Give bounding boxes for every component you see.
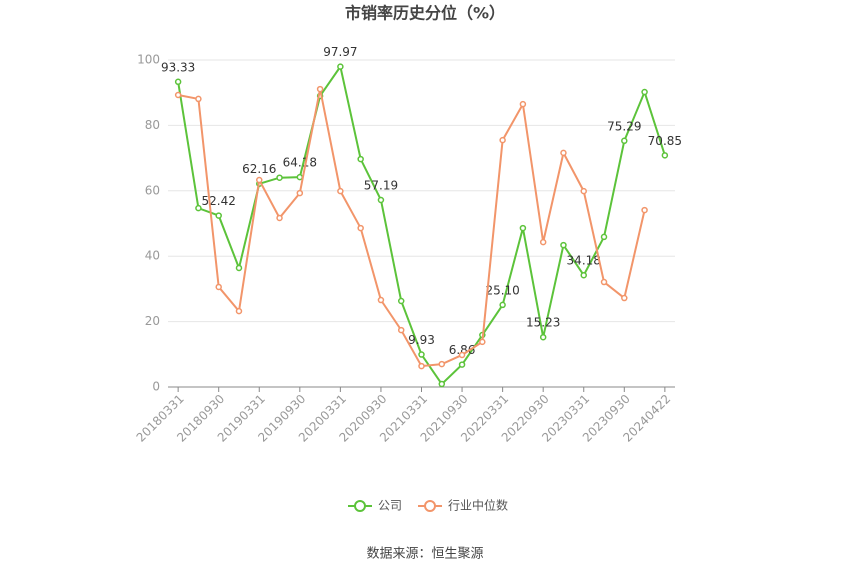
point (519, 100, 527, 108)
point (215, 283, 222, 291)
point (296, 173, 304, 181)
y-tick-label: 60 (145, 183, 160, 197)
point (174, 91, 182, 99)
point (600, 278, 608, 286)
point (195, 95, 202, 103)
data-label: 70.85 (648, 134, 682, 148)
legend-marker (354, 500, 366, 512)
chart-title: 市销率历史分位（%） (345, 4, 505, 23)
data-label: 62.16 (242, 162, 276, 176)
data-label: 25.10 (485, 283, 519, 297)
point (519, 224, 527, 232)
point (235, 264, 243, 272)
data-label: 97.97 (323, 45, 357, 59)
y-tick-label: 0 (152, 380, 160, 394)
point (397, 326, 405, 334)
point (337, 63, 344, 70)
legend-label: 公司 (378, 499, 402, 513)
point (397, 297, 405, 305)
point (235, 307, 243, 315)
data-label: 15.23 (526, 316, 560, 330)
data-label: 6.86 (449, 343, 476, 357)
data-label: 93.33 (161, 60, 195, 74)
point (600, 233, 608, 241)
point (539, 333, 547, 341)
legend-marker (424, 500, 437, 512)
y-tick-label: 40 (145, 249, 160, 263)
point (641, 206, 648, 214)
y-tick-label: 100 (137, 53, 160, 67)
point (357, 155, 364, 163)
point (560, 149, 567, 157)
point (621, 137, 628, 145)
point (560, 241, 567, 249)
point (641, 88, 648, 96)
point (499, 301, 506, 309)
point (580, 271, 587, 279)
point (337, 187, 344, 195)
data-label: 75.29 (607, 119, 641, 133)
point (539, 238, 547, 246)
legend-label: 行业中位数 (448, 498, 508, 513)
data-label: 34.18 (567, 254, 601, 268)
point (479, 338, 486, 346)
data-label: 52.42 (202, 194, 236, 208)
series-line (177, 88, 646, 368)
point (195, 204, 202, 212)
point (458, 351, 466, 359)
point (458, 361, 466, 368)
source: 数据来源：恒生聚源 (366, 547, 483, 562)
data-label: 57.19 (364, 178, 398, 192)
point (499, 136, 506, 144)
point (580, 187, 587, 195)
point (621, 294, 628, 302)
data-label: 64.18 (283, 156, 317, 170)
data-label: 9.93 (408, 333, 435, 347)
point (316, 85, 324, 93)
point (418, 351, 425, 358)
point (296, 189, 304, 197)
point (377, 296, 385, 304)
point (174, 78, 182, 86)
point (661, 152, 669, 159)
point (276, 214, 283, 222)
point (357, 224, 364, 232)
point (438, 380, 446, 388)
point (418, 362, 425, 370)
y-tick-label: 20 (145, 314, 160, 328)
point (438, 360, 446, 368)
point (256, 176, 263, 184)
point (276, 174, 283, 181)
point (377, 196, 385, 204)
y-tick-label: 80 (145, 118, 160, 132)
point (215, 212, 222, 219)
